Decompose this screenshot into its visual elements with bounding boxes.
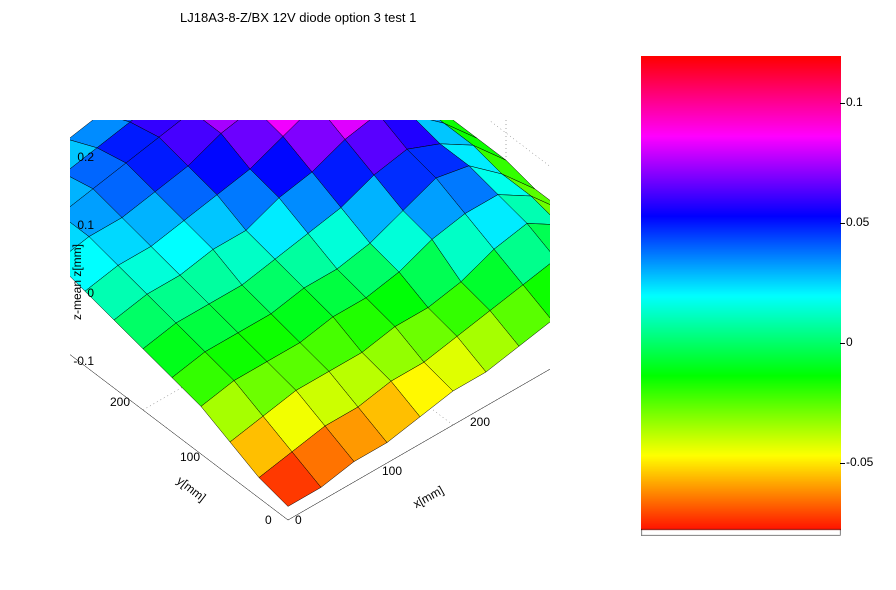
colorbar: 0.1 0.05 0 -0.05 [640,55,870,545]
colorbar-tick: 0.1 [846,95,863,109]
y-tick-0: 0 [265,513,272,527]
x-tick-100: 100 [382,464,402,478]
x-tick-200: 200 [470,415,490,429]
colorbar-tick: 0.05 [846,215,869,229]
colorbar-tick: 0 [846,335,853,349]
z-axis-label: z-mean z[mm] [70,244,84,320]
z-tick-0.1: 0.1 [64,218,94,232]
surface-svg [70,120,550,560]
z-tick-0.2: 0.2 [64,150,94,164]
y-tick-100: 100 [180,450,200,464]
chart-title: LJ18A3-8-Z/BX 12V diode option 3 test 1 [180,10,416,25]
colorbar-gradient [640,55,842,537]
surface-plot: 0.2 0.1 0 -0.1 z-mean z[mm] 200 100 0 y[… [70,120,550,560]
z-tick-neg0.1: -0.1 [56,354,94,368]
y-tick-200: 200 [110,395,130,409]
colorbar-tick: -0.05 [846,455,873,469]
figure-root: LJ18A3-8-Z/BX 12V diode option 3 test 1 … [0,0,896,590]
x-tick-0: 0 [295,513,302,527]
